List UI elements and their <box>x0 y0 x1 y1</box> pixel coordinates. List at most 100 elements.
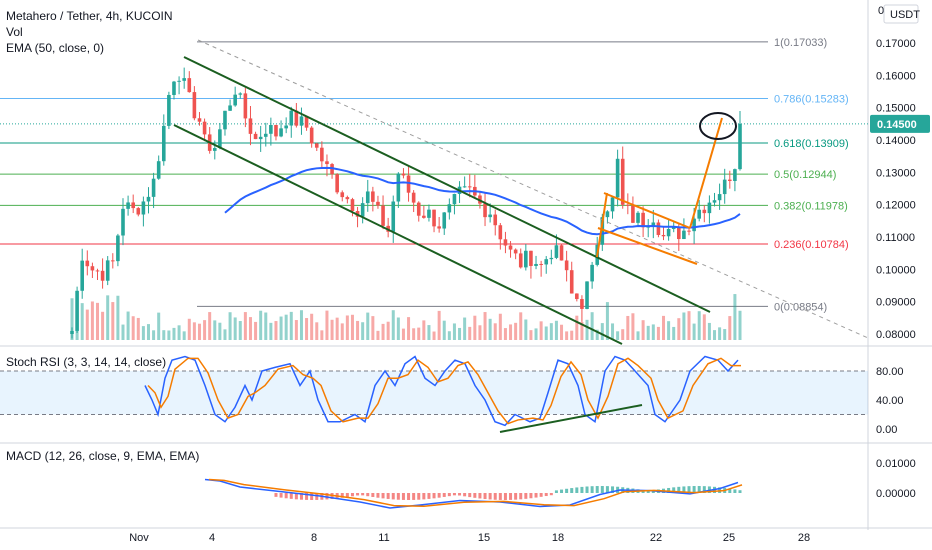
volume-bar <box>396 317 400 340</box>
macd-histogram-bar <box>274 493 278 497</box>
time-axis-label: Nov <box>129 532 149 544</box>
volume-bar <box>203 320 207 340</box>
volume-bar <box>728 316 732 340</box>
macd-histogram-bar <box>356 493 360 496</box>
candle-body <box>212 148 217 151</box>
volume-bar <box>345 315 349 340</box>
macd-histogram-bar <box>310 493 314 500</box>
stoch-d-line <box>147 357 741 425</box>
candle-body <box>416 202 421 216</box>
volume-bar <box>152 330 156 340</box>
macd-histogram-bar <box>498 493 502 500</box>
price-tick-label: 0.11000 <box>876 232 915 244</box>
price-tick-label: 0.14000 <box>876 135 916 147</box>
price-tick-label: 0.16000 <box>876 70 916 82</box>
volume-bar <box>677 318 681 340</box>
macd-histogram-bar <box>315 493 319 500</box>
candle-body <box>141 201 146 215</box>
last-price-badge <box>870 114 930 133</box>
candle-body <box>401 173 406 176</box>
ema-line <box>224 166 741 236</box>
macd-histogram-bar <box>519 493 523 500</box>
volume-bar <box>101 311 105 340</box>
macd-histogram-bar <box>381 493 385 499</box>
volume-bar <box>116 295 120 340</box>
volume-bar <box>672 326 676 340</box>
fib-level-label: 0.5(0.12944) <box>774 169 836 181</box>
last-price-label: 0.14500 <box>877 119 917 131</box>
volume-bar <box>274 321 278 340</box>
candle-body <box>722 179 727 195</box>
time-axis-label: 28 <box>798 532 810 544</box>
macd-histogram-bar <box>432 493 436 499</box>
macd-histogram-bar <box>447 493 451 497</box>
macd-histogram-bar <box>585 486 589 493</box>
channel-lower-line <box>173 124 623 345</box>
macd-histogram-bar <box>294 493 298 500</box>
candle-body <box>304 116 309 128</box>
volume-bar <box>264 312 268 340</box>
volume-bar <box>697 311 701 340</box>
volume-bar <box>157 312 161 340</box>
candle-body <box>126 202 130 209</box>
candle-body <box>381 205 385 226</box>
candle-body <box>682 230 686 240</box>
candle-body <box>605 211 610 218</box>
volume-bar <box>554 320 558 340</box>
price-tick-label: 0.17000 <box>876 38 916 50</box>
candle-body <box>95 270 100 272</box>
volume-bar <box>381 323 385 340</box>
volume-bar <box>534 328 538 340</box>
candle-body <box>641 212 645 228</box>
volume-bar <box>412 328 416 340</box>
macd-histogram-bar <box>488 493 492 500</box>
volume-bar <box>279 316 283 340</box>
volume-bar <box>565 331 569 340</box>
candle-body <box>335 174 339 193</box>
candle-body <box>539 263 543 265</box>
volume-bar <box>70 298 74 340</box>
volume-bar <box>641 320 645 340</box>
volume-bar <box>269 322 273 340</box>
candle-body <box>228 105 232 111</box>
volume-bar <box>126 311 130 340</box>
macd-histogram-bar <box>391 493 395 500</box>
volume-bar <box>289 311 293 340</box>
macd-histogram-bar <box>534 493 538 498</box>
macd-histogram-bar <box>366 493 370 497</box>
macd-histogram-bar <box>718 487 722 493</box>
macd-histogram-bar <box>595 486 599 493</box>
macd-histogram-bar <box>478 493 482 499</box>
candle-body <box>600 217 605 245</box>
candle-body <box>325 161 329 165</box>
volume-bar <box>376 330 380 340</box>
price-tick-label: 0.08000 <box>876 329 916 341</box>
candle-body <box>513 249 518 254</box>
macd-histogram-bar <box>289 493 293 499</box>
time-axis-label: 8 <box>311 532 317 544</box>
ema-label: EMA (50, close, 0) <box>6 41 105 55</box>
volume-bar <box>626 315 630 340</box>
candle-body <box>733 169 737 181</box>
volume-bar <box>514 322 518 340</box>
time-axis-label: 25 <box>723 532 735 544</box>
volume-bar <box>85 309 89 340</box>
price-tick-label: 0.13000 <box>876 167 916 179</box>
volume-bar <box>325 310 329 340</box>
candle-body <box>498 225 503 240</box>
volume-bar <box>580 321 584 340</box>
volume-bar <box>682 312 686 340</box>
candle-body <box>161 125 166 162</box>
macd-histogram-bar <box>396 493 400 500</box>
macd-histogram-bar <box>386 493 390 499</box>
candle-body <box>656 222 661 235</box>
candle-body <box>707 202 712 214</box>
volume-bar <box>213 320 217 340</box>
candle-body <box>406 175 411 193</box>
volume-bar <box>192 322 196 340</box>
volume-bar <box>636 331 640 340</box>
candle-body <box>590 264 594 282</box>
macd-histogram-bar <box>600 486 604 493</box>
volume-bar <box>503 328 507 340</box>
